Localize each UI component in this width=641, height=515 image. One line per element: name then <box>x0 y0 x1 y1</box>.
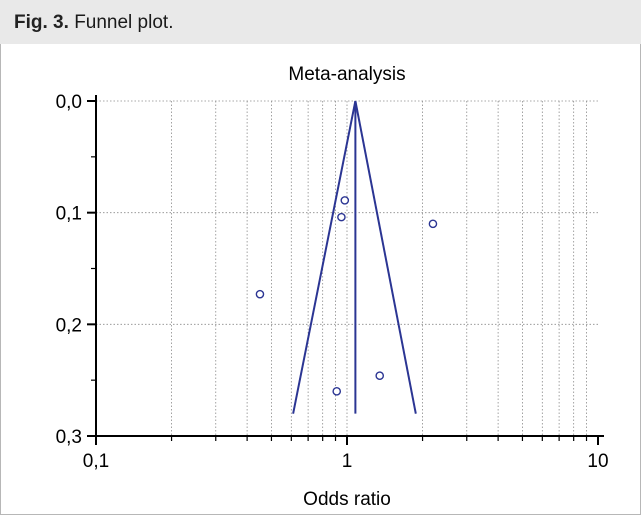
x-tick-label: 1 <box>342 451 353 472</box>
figure-caption: Fig. 3. Funnel plot. <box>14 12 173 34</box>
data-point <box>332 387 342 396</box>
x-tick-label: 10 <box>587 451 608 472</box>
grid-layer <box>96 100 598 437</box>
y-tick-label: 0,3 <box>56 427 82 448</box>
caption-label: Fig. 3. <box>14 12 69 33</box>
funnel-boundary-line <box>354 100 417 414</box>
y-tick-label: 0,0 <box>56 92 82 113</box>
y-tick-label: 0,2 <box>56 315 82 336</box>
data-point <box>428 219 438 229</box>
points-layer <box>255 196 438 396</box>
caption-text: Funnel plot. <box>74 12 174 33</box>
data-point <box>255 289 265 299</box>
axes-layer: 0,00,10,20,30,1 1 10 <box>56 92 609 472</box>
y-tick-label: 0,1 <box>56 204 82 225</box>
funnel-boundary-line <box>292 100 357 414</box>
x-axis-label: Odds ratio <box>303 489 391 510</box>
x-tick-label: 0,1 <box>83 451 109 472</box>
caption-bar: Fig. 3. Funnel plot. <box>0 0 641 44</box>
data-point <box>340 196 350 205</box>
funnel-layer <box>292 100 417 414</box>
chart-title: Meta-analysis <box>288 64 405 85</box>
data-point <box>337 212 346 222</box>
data-point <box>375 371 385 381</box>
